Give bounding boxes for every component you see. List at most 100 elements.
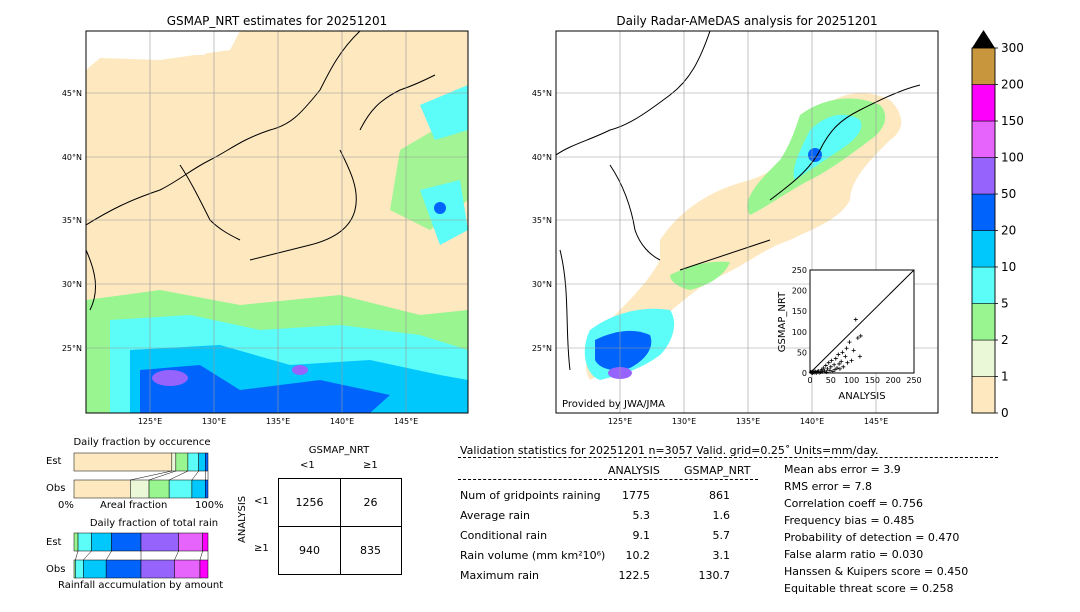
occ-bars-est-seg-4 bbox=[198, 452, 206, 472]
scatter-point-36 bbox=[844, 346, 849, 351]
score-far: False alarm ratio = 0.030 bbox=[784, 548, 924, 561]
scatter-points bbox=[808, 317, 863, 375]
left-lat-40: 40°N bbox=[62, 153, 82, 162]
stat-gsmap-maximum: 130.7 bbox=[698, 569, 731, 582]
left-lon-145: 145°E bbox=[394, 417, 418, 425]
right-lon-145: 145°E bbox=[864, 417, 888, 425]
scatter-point-34 bbox=[841, 364, 846, 369]
rain-bars-obs-seg-5 bbox=[174, 559, 201, 579]
colorbar-label-1: 1 bbox=[1001, 370, 1009, 384]
occurrence-axis-mid: Areal fraction bbox=[100, 500, 168, 511]
score-mae: Mean abs error = 3.9 bbox=[784, 463, 901, 476]
scatter-point-27 bbox=[833, 356, 838, 361]
colorbar-label-2: 2 bbox=[1001, 333, 1009, 347]
right-lon-130: 130°E bbox=[672, 417, 696, 425]
rain-bars-est-seg-1 bbox=[77, 532, 92, 552]
scatter-point-15 bbox=[821, 366, 826, 371]
stat-label-average: Average rain bbox=[460, 509, 530, 522]
scatter-point-21 bbox=[827, 368, 832, 373]
occ-bars-link-3 bbox=[191, 470, 199, 481]
contingency-row-header: ANALYSIS bbox=[237, 495, 248, 543]
score-correlation: Correlation coeff = 0.756 bbox=[784, 497, 923, 510]
occurrence-axis-left: 0% bbox=[58, 500, 74, 511]
occ-bars-link-2 bbox=[169, 470, 189, 481]
colorbar-label-150: 150 bbox=[1001, 114, 1024, 128]
left-lon-135: 135°E bbox=[266, 417, 290, 425]
scatter-diagonal bbox=[809, 269, 915, 374]
credit-text: Provided by JWA/JMA bbox=[562, 399, 665, 410]
occ-bars-est-seg-5 bbox=[205, 452, 209, 472]
stat-analysis-gridpoints: 1775 bbox=[622, 489, 650, 502]
scatter-point-24 bbox=[830, 369, 835, 374]
rain-bars-obs-seg-3 bbox=[105, 559, 142, 579]
scatter-point-37 bbox=[845, 360, 850, 365]
occ-bars-obs-seg-1 bbox=[130, 479, 150, 499]
occ-bars-obs-seg-2 bbox=[148, 479, 170, 499]
scatter-xtick-250: 250 bbox=[906, 376, 921, 385]
rain-est-label: Est bbox=[46, 537, 62, 548]
colorbar-label-300: 300 bbox=[1001, 41, 1024, 55]
scatter-xtick-0: 0 bbox=[807, 376, 812, 385]
scatter-xtick-50: 50 bbox=[826, 376, 836, 385]
scatter-point-30 bbox=[837, 361, 842, 366]
right-map: 45°N 40°N 35°N 30°N 25°N 125°E 130°E 135… bbox=[532, 30, 939, 425]
colorbar-label-100: 100 bbox=[1001, 151, 1024, 165]
score-frequency-bias: Frequency bias = 0.485 bbox=[784, 514, 915, 527]
contingency-cell-d: 835 bbox=[360, 544, 381, 557]
scatter-point-23 bbox=[829, 358, 834, 363]
validation-col-gsmap: GSMAP_NRT bbox=[684, 464, 751, 477]
scatter-point-33 bbox=[840, 350, 845, 355]
scatter-xtick-100: 100 bbox=[844, 376, 859, 385]
colorbar-segment-6 bbox=[971, 157, 996, 195]
colorbar-segment-7 bbox=[971, 120, 996, 158]
colorbar-label-0: 0 bbox=[1001, 406, 1009, 420]
scatter-point-42 bbox=[855, 335, 860, 340]
scatter-point-28 bbox=[835, 366, 840, 371]
left-lat-25: 25°N bbox=[62, 344, 82, 353]
occurrence-est-label: Est bbox=[46, 456, 62, 467]
colorbar-label-200: 200 bbox=[1001, 78, 1024, 92]
rain-bars-est-seg-4 bbox=[140, 532, 179, 552]
colorbar-label-5: 5 bbox=[1001, 297, 1009, 311]
stat-gsmap-volume: 3.1 bbox=[712, 549, 731, 562]
score-pod: Probability of detection = 0.470 bbox=[784, 531, 960, 544]
scatter-point-35 bbox=[843, 354, 848, 359]
scatter-point-43 bbox=[857, 354, 862, 359]
colorbar-label-20: 20 bbox=[1001, 224, 1016, 238]
scatter-point-25 bbox=[832, 362, 837, 367]
left-lon-125: 125°E bbox=[138, 417, 162, 425]
scatter-point-19 bbox=[825, 366, 830, 371]
scatter-xtick-200: 200 bbox=[886, 376, 901, 385]
scatter-point-39 bbox=[849, 358, 854, 363]
score-hk: Hanssen & Kuipers score = 0.450 bbox=[784, 565, 969, 578]
rain-bars-link-5 bbox=[199, 550, 203, 561]
right-lon-140: 140°E bbox=[800, 417, 824, 425]
scatter-point-14 bbox=[820, 369, 825, 374]
rain-bars-est-seg-5 bbox=[178, 532, 203, 552]
left-lat-30: 30°N bbox=[62, 280, 82, 289]
occ-bars-obs-seg-0 bbox=[73, 479, 131, 499]
scatter-ylabel: GSMAP_NRT bbox=[777, 291, 788, 352]
stat-analysis-maximum: 122.5 bbox=[618, 569, 651, 582]
occurrence-obs-label: Obs bbox=[46, 483, 66, 494]
contingency-col-header: GSMAP_NRT bbox=[308, 445, 370, 456]
scatter-point-32 bbox=[839, 359, 844, 364]
rain-bars-est-seg-6 bbox=[202, 532, 209, 552]
scatter-point-31 bbox=[837, 366, 842, 371]
contingency-row-lt: <1 bbox=[254, 496, 269, 507]
stat-gsmap-conditional: 5.7 bbox=[712, 529, 731, 542]
left-lon-130: 130°E bbox=[202, 417, 226, 425]
right-lon-135: 135°E bbox=[736, 417, 760, 425]
scatter-point-40 bbox=[851, 348, 856, 353]
contingency-cell-b: 26 bbox=[363, 496, 378, 509]
colorbar-label-50: 50 bbox=[1001, 187, 1016, 201]
rain-bars-obs-seg-1 bbox=[75, 559, 84, 579]
score-ets: Equitable threat score = 0.258 bbox=[784, 582, 954, 595]
stat-analysis-conditional: 9.1 bbox=[632, 529, 651, 542]
right-lat-40: 40°N bbox=[532, 153, 552, 162]
contingency-cell-c: 940 bbox=[299, 544, 320, 557]
validation-col-rule bbox=[458, 479, 758, 480]
scatter-ytick-50: 50 bbox=[797, 348, 807, 357]
scatter-point-29 bbox=[836, 352, 841, 357]
scatter-xlabel: ANALYSIS bbox=[838, 391, 885, 402]
